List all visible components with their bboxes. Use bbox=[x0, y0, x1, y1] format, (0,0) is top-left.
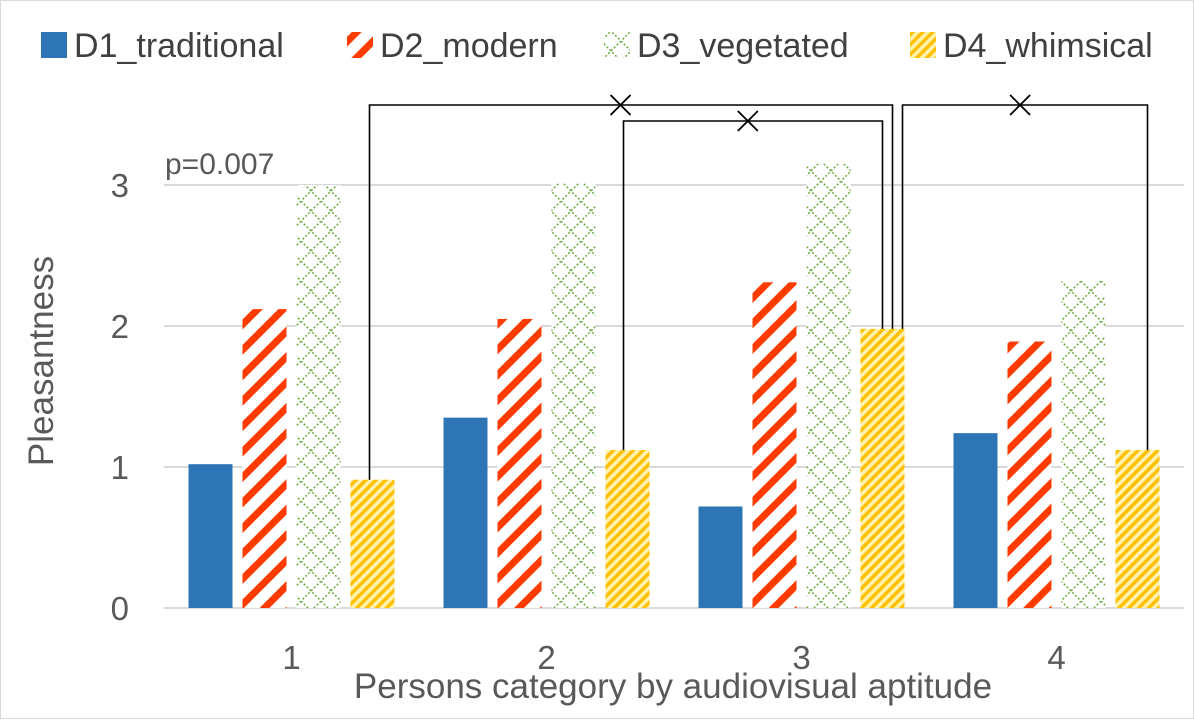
bars bbox=[188, 163, 1160, 608]
bar-D1_traditional-2 bbox=[443, 417, 488, 608]
legend-item-D1_traditional: D1_traditional bbox=[41, 27, 284, 65]
y-axis-title: Pleasantness bbox=[22, 256, 61, 466]
bar-D2_modern-2 bbox=[497, 318, 542, 608]
bracket-1-3-marker bbox=[609, 94, 632, 116]
significance-brackets bbox=[368, 94, 1149, 480]
bar-D1_traditional-1 bbox=[188, 464, 233, 608]
y-axis-ticks: 0 1 2 3 bbox=[111, 167, 129, 627]
bar-D2_modern-1 bbox=[242, 309, 287, 608]
bar-D4_whimsical-3 bbox=[860, 328, 905, 608]
x-tick-label: 1 bbox=[282, 639, 300, 676]
bar-D4_whimsical-2 bbox=[605, 450, 650, 608]
bar-D3_vegetated-2 bbox=[551, 183, 596, 608]
x-tick-label: 3 bbox=[792, 639, 810, 676]
legend-item-D2_modern: D2_modern bbox=[347, 27, 558, 65]
bar-D1_traditional-4 bbox=[953, 433, 998, 608]
x-tick-label: 4 bbox=[1047, 639, 1065, 676]
x-axis-title: Persons category by audiovisual aptitude bbox=[354, 667, 992, 706]
bracket-2-3 bbox=[622, 120, 884, 451]
bar-D3_vegetated-3 bbox=[806, 163, 851, 608]
legend-label: D2_modern bbox=[380, 27, 558, 65]
y-tick-label: 2 bbox=[111, 308, 129, 345]
legend-label: D3_vegetated bbox=[637, 27, 849, 65]
bracket-2-3-marker bbox=[737, 110, 759, 132]
bracket-3-4-marker bbox=[1009, 94, 1031, 116]
bar-D3_vegetated-1 bbox=[296, 185, 341, 608]
legend-label: D4_whimsical bbox=[943, 27, 1153, 65]
legend: D1_traditional D2_modern D3_vegetated D4_wh… bbox=[41, 27, 1153, 65]
legend-swatch bbox=[347, 32, 373, 58]
y-tick-label: 1 bbox=[111, 449, 129, 486]
x-axis-ticks: 1 2 3 4 bbox=[282, 639, 1065, 676]
bar-D4_whimsical-1 bbox=[350, 479, 395, 608]
legend-item-D3_vegetated: D3_vegetated bbox=[604, 27, 849, 65]
bracket-3-4 bbox=[901, 104, 1149, 451]
bar-D2_modern-3 bbox=[752, 282, 797, 608]
y-tick-label: 3 bbox=[111, 167, 129, 204]
p-value-annotation: p=0.007 bbox=[165, 148, 274, 181]
bracket-1-3 bbox=[368, 104, 894, 480]
y-tick-label: 0 bbox=[111, 590, 129, 627]
legend-label: D1_traditional bbox=[74, 27, 284, 65]
bar-D3_vegetated-4 bbox=[1061, 280, 1106, 608]
legend-item-D4_whimsical: D4_whimsical bbox=[910, 27, 1153, 65]
legend-swatch bbox=[910, 32, 936, 58]
legend-swatch bbox=[41, 32, 67, 58]
x-tick-label: 2 bbox=[537, 639, 555, 676]
bar-D2_modern-4 bbox=[1007, 341, 1052, 608]
legend-swatch bbox=[604, 32, 630, 58]
bar-D4_whimsical-4 bbox=[1115, 450, 1160, 608]
bar-D1_traditional-3 bbox=[698, 506, 743, 608]
